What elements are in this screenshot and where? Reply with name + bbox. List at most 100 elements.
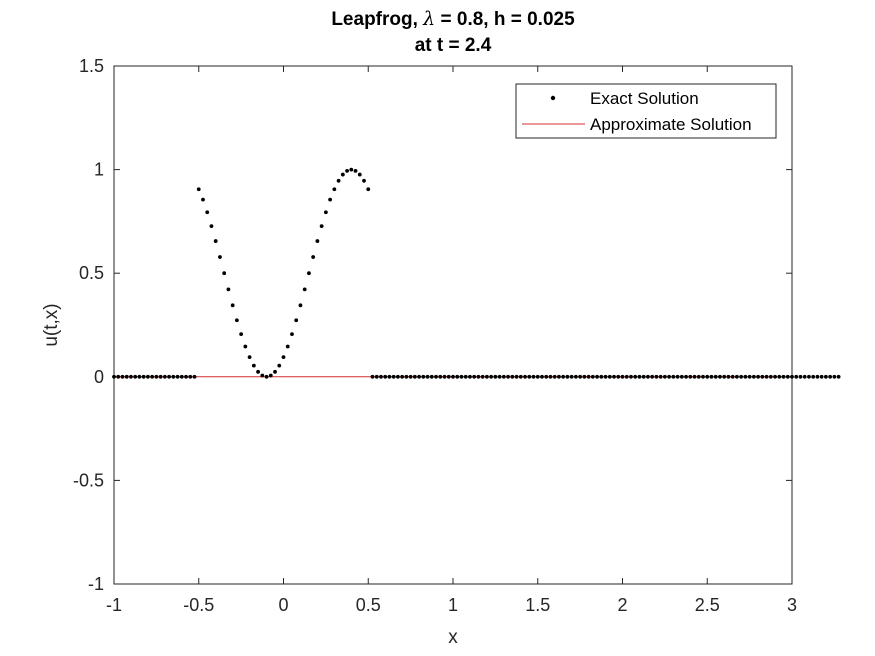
chart-title-line1: Leapfrog, λ = 0.8, h = 0.025 [331, 8, 575, 30]
exact-solution-point [540, 374, 544, 379]
exact-solution-point [527, 374, 532, 379]
exact-solution-point [247, 355, 252, 360]
exact-solution-point [396, 374, 400, 379]
exact-solution-point [451, 374, 455, 379]
exact-solution-point [671, 374, 676, 379]
exact-solution-point [612, 374, 616, 379]
legend: Exact Solution Approximate Solution [515, 83, 777, 139]
exact-solution-point [828, 374, 833, 379]
x-axis-label: x [448, 627, 458, 648]
exact-solution-point [730, 374, 735, 379]
exact-solution-point [590, 374, 595, 379]
x-tick-label: 1 [448, 595, 458, 615]
exact-solution-point [421, 374, 426, 379]
exact-solution-point [349, 167, 354, 172]
exact-solution-point [340, 172, 345, 177]
exact-solution-point [726, 374, 731, 379]
exact-solution-point [747, 374, 752, 379]
exact-solution-point [463, 374, 468, 379]
exact-solution-point [353, 168, 358, 173]
exact-solution-point [243, 344, 248, 349]
exact-solution-point [501, 374, 506, 379]
exact-solution-point [650, 374, 655, 379]
axis-ticks: -1 -0.5 0 0.5 1 1.5 2 2.5 3 -1 -0.5 0 0.5 1 1.5 [73, 56, 797, 615]
exact-solution-point [366, 187, 371, 192]
exact-solution-point [768, 374, 773, 379]
exact-solution-point [268, 373, 273, 378]
exact-solution-point [205, 210, 210, 215]
exact-solution-point [404, 374, 409, 379]
exact-solution-point [485, 374, 489, 379]
x-tick-label: 2 [617, 595, 627, 615]
exact-solution-point [739, 374, 744, 379]
exact-solution-point [336, 178, 341, 183]
exact-solution-point [425, 374, 430, 379]
plot-marks [112, 167, 841, 379]
exact-solution-point [446, 374, 451, 379]
exact-solution-point [218, 255, 222, 259]
exact-solution-point [260, 373, 265, 378]
y-axis-label: u(t,x) [41, 303, 62, 346]
exact-solution-point [332, 187, 337, 192]
exact-solution-point [256, 369, 260, 374]
exact-solution-point [824, 374, 828, 379]
exact-solution-point [658, 374, 663, 379]
exact-solution-point [518, 374, 523, 379]
exact-solution-point [675, 374, 680, 379]
legend-exact-label: Exact Solution [590, 89, 699, 108]
x-tick-label: -0.5 [183, 595, 214, 615]
exact-solution-point [692, 374, 697, 379]
exact-solution-point [302, 287, 307, 292]
exact-solution-point [374, 374, 379, 379]
exact-solution-point [281, 355, 286, 360]
exact-solution-point [646, 374, 650, 379]
exact-solution-point [480, 374, 485, 379]
legend-approx-label: Approximate Solution [590, 115, 752, 134]
y-tick-label: 1 [94, 160, 104, 180]
exact-solution-point [489, 374, 494, 379]
exact-solution-point [624, 374, 629, 379]
x-tick-label: 3 [787, 595, 797, 615]
exact-solution-point [179, 374, 184, 379]
exact-solution-point [277, 363, 282, 368]
exact-solution-point [832, 374, 837, 379]
exact-solution-point [603, 374, 608, 379]
exact-solution-point [557, 374, 561, 379]
chart-title-line2: at t = 2.4 [415, 35, 492, 56]
exact-solution-point [387, 374, 392, 379]
exact-solution-point [290, 332, 294, 337]
exact-solution-point [569, 374, 574, 379]
exact-solution-point [807, 374, 811, 379]
exact-solution-point [192, 374, 197, 379]
exact-solution-point [226, 287, 231, 292]
exact-solution-point [230, 303, 235, 308]
exact-solution-point [506, 374, 510, 379]
exact-solution-point [777, 374, 782, 379]
exact-solution-point [565, 374, 570, 379]
exact-solution-point [785, 374, 790, 379]
exact-solution-point [641, 374, 646, 379]
exact-solution-point [705, 374, 710, 379]
exact-solution-point [222, 271, 227, 276]
exact-solution-point [688, 374, 693, 379]
exact-solution-point [370, 374, 375, 379]
exact-solution-point [523, 374, 527, 379]
exact-solution-point [815, 374, 820, 379]
exact-solution-point [781, 374, 786, 379]
exact-solution-point [171, 374, 176, 379]
exact-solution-point [684, 374, 688, 379]
exact-solution-point [582, 374, 587, 379]
exact-solution-point [620, 374, 625, 379]
y-tick-label: -0.5 [73, 470, 104, 490]
exact-solution-point [129, 374, 133, 379]
exact-solution-point [514, 374, 519, 379]
exact-solution-point [154, 374, 159, 379]
y-tick-label: 0.5 [79, 263, 104, 283]
exact-solution-point [442, 374, 447, 379]
exact-solution-point [573, 374, 578, 379]
exact-solution-point [294, 318, 299, 323]
exact-solution-point [298, 303, 303, 308]
exact-solution-point [607, 374, 612, 379]
exact-solution-point [273, 369, 277, 374]
